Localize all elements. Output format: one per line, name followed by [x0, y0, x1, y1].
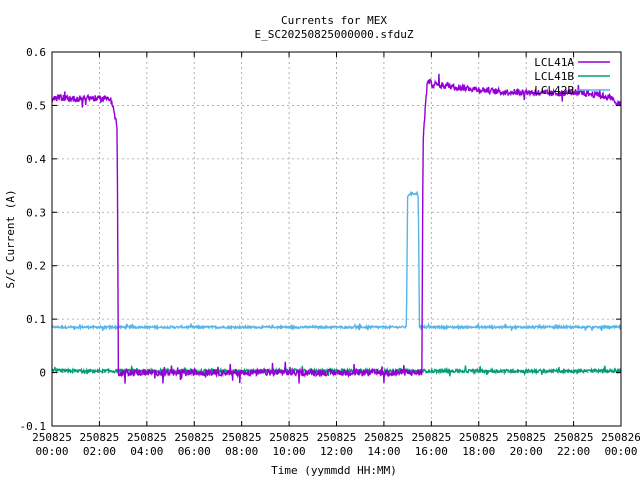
x-tick-date-label: 250826 — [601, 431, 640, 444]
x-axis-label: Time (yymmdd HH:MM) — [271, 464, 397, 477]
x-tick-time-label: 08:00 — [225, 445, 258, 458]
grid-layer — [52, 52, 621, 426]
x-tick-time-label: 12:00 — [320, 445, 353, 458]
y-tick-label: 0.3 — [26, 206, 46, 219]
x-tick-date-label: 250825 — [127, 431, 167, 444]
x-tick-time-label: 14:00 — [367, 445, 400, 458]
legend-label-lcl42b: LCL42B — [534, 84, 574, 97]
x-tick-time-label: 06:00 — [178, 445, 211, 458]
legend-label-lcl41a: LCL41A — [534, 56, 574, 69]
x-tick-date-label: 250825 — [364, 431, 404, 444]
y-axis-label: S/C Current (A) — [4, 189, 17, 288]
x-tick-time-label: 22:00 — [557, 445, 590, 458]
x-tick-date-label: 250825 — [411, 431, 451, 444]
x-tick-time-label: 10:00 — [273, 445, 306, 458]
x-tick-date-label: 250825 — [269, 431, 309, 444]
y-tick-label: 0.5 — [26, 99, 46, 112]
chart-title: Currents for MEX — [281, 14, 387, 27]
legend-label-lcl41b: LCL41B — [534, 70, 574, 83]
x-tick-date-label: 250825 — [174, 431, 214, 444]
y-tick-label: 0.2 — [26, 260, 46, 273]
x-tick-date-label: 250825 — [32, 431, 72, 444]
series-line-lcl41a — [51, 73, 622, 384]
x-tick-time-label: 16:00 — [415, 445, 448, 458]
series-line-lcl42b — [51, 190, 622, 331]
x-tick-date-label: 250825 — [506, 431, 546, 444]
x-tick-time-label: 00:00 — [604, 445, 637, 458]
x-tick-date-label: 250825 — [80, 431, 120, 444]
x-tick-date-label: 250825 — [459, 431, 499, 444]
chart-subtitle: E_SC20250825000000.sfduZ — [255, 28, 414, 41]
x-tick-time-label: 04:00 — [130, 445, 163, 458]
x-tick-date-label: 250825 — [317, 431, 357, 444]
x-tick-time-label: 02:00 — [83, 445, 116, 458]
y-tick-label: -0.1 — [20, 420, 47, 433]
x-tick-time-label: 00:00 — [35, 445, 68, 458]
x-tick-time-label: 18:00 — [462, 445, 495, 458]
y-tick-label: 0.4 — [26, 153, 46, 166]
tick-layer: -0.100.10.20.30.40.50.625082500:00250825… — [20, 46, 640, 458]
y-tick-label: 0.1 — [26, 313, 46, 326]
x-tick-date-label: 250825 — [554, 431, 594, 444]
x-tick-date-label: 250825 — [222, 431, 262, 444]
y-tick-label: 0.6 — [26, 46, 46, 59]
y-tick-label: 0 — [39, 367, 46, 380]
x-tick-time-label: 20:00 — [510, 445, 543, 458]
series-layer — [51, 73, 622, 384]
